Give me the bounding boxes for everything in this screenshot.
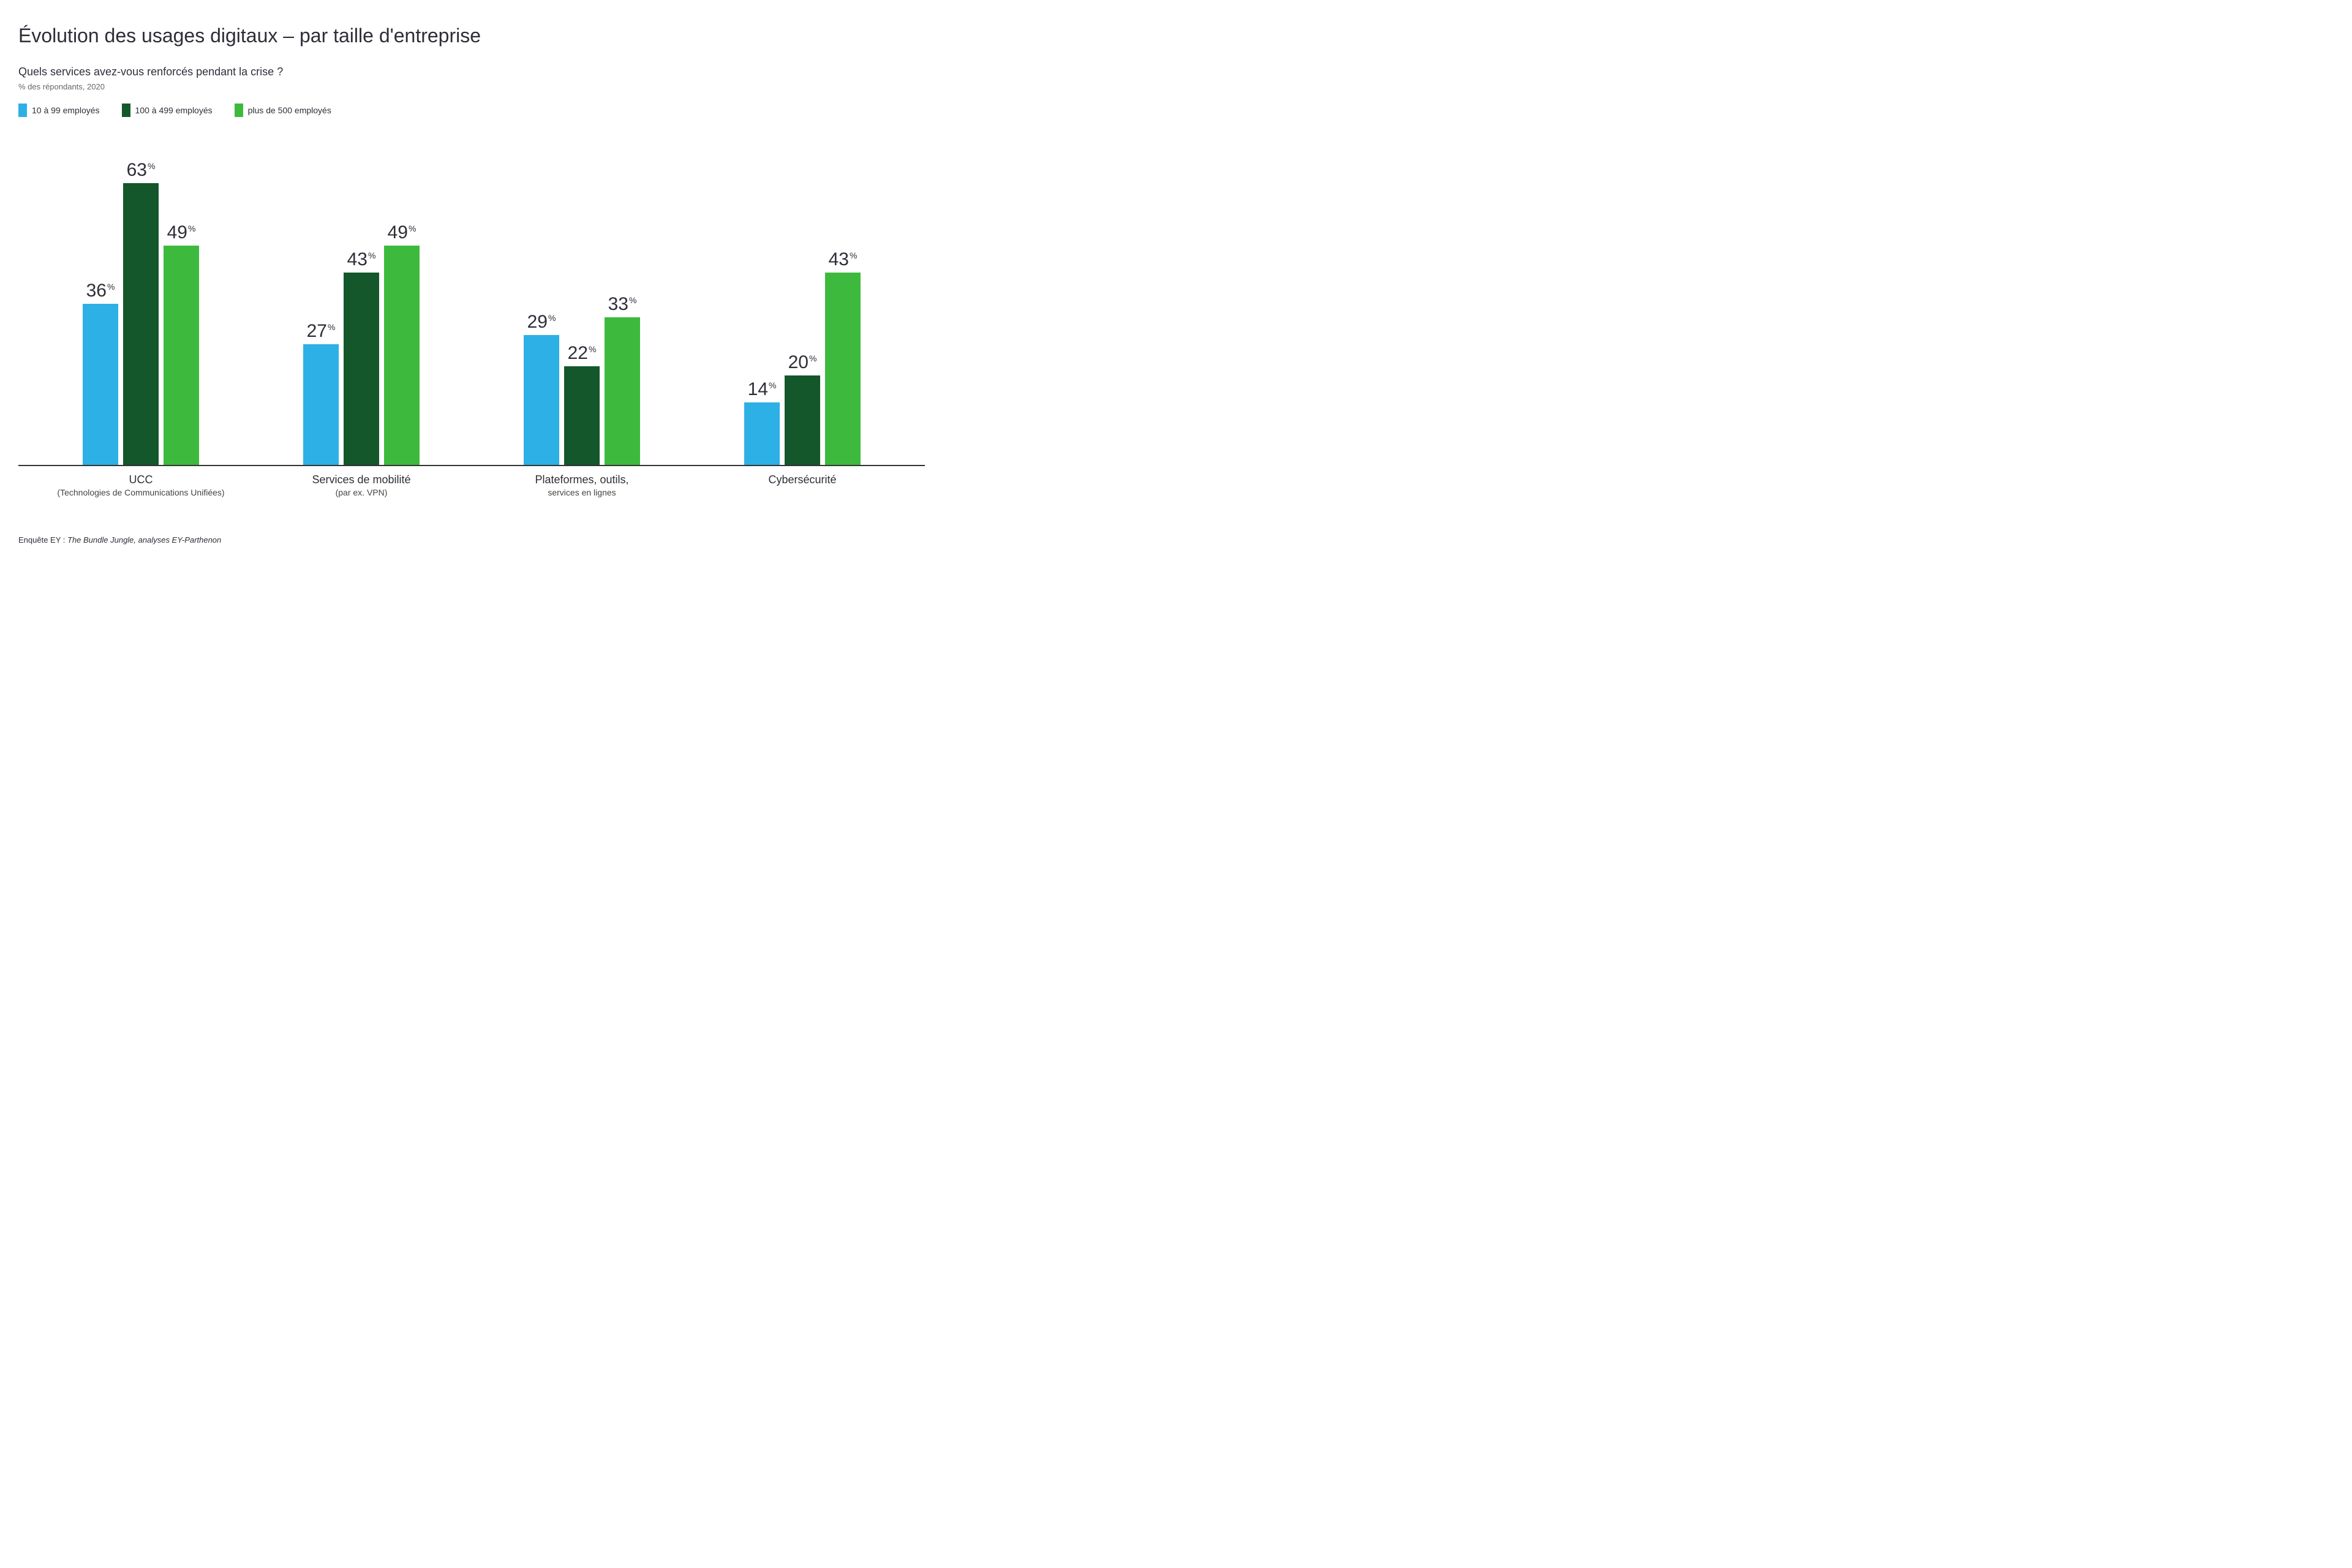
bar-column: 63% — [123, 161, 159, 465]
bar-group: 36% 63% 49% — [31, 161, 251, 465]
bar-value-label: 43% — [829, 251, 858, 269]
category-label-sub: (par ex. VPN) — [251, 487, 472, 499]
bar-column: 33% — [605, 295, 640, 465]
legend: 10 à 99 employés 100 à 499 employés plus d… — [18, 104, 2334, 117]
chart-subtitle: Quels services avez-vous renforcés penda… — [18, 66, 2334, 78]
category-label-sub: services en lignes — [472, 487, 692, 499]
bar-column: 27% — [303, 322, 339, 465]
bar-cluster: 27% 43% 49% — [303, 224, 420, 465]
source-italic: The Bundle Jungle, analyses EY-Parthenon — [67, 535, 221, 545]
category-label: Services de mobilité(par ex. VPN) — [251, 472, 472, 499]
bar-value-label: 63% — [127, 161, 156, 179]
bar-column: 29% — [524, 313, 559, 465]
bar — [605, 317, 640, 465]
bar-value-label: 36% — [86, 282, 115, 300]
legend-item: 100 à 499 employés — [122, 104, 213, 117]
legend-swatch — [122, 104, 130, 117]
bar-value-label: 43% — [347, 251, 376, 269]
bar — [164, 246, 199, 465]
legend-swatch — [18, 104, 27, 117]
bar-value-label: 22% — [568, 344, 597, 363]
bar-column: 36% — [83, 282, 118, 465]
bar-column: 43% — [825, 251, 861, 465]
bar-value-label: 14% — [748, 380, 777, 399]
bar — [524, 335, 559, 465]
bar-value-label: 49% — [388, 224, 417, 242]
bar-cluster: 14% 20% 43% — [744, 251, 861, 465]
chart-plot-area: 36% 63% 49% 27% 43% 49% 29% 22% 33% 14% 20% 43% — [18, 148, 925, 466]
bar — [785, 375, 820, 465]
category-label-main: Plateformes, outils, — [472, 472, 692, 487]
bar-column: 49% — [384, 224, 420, 465]
bar — [384, 246, 420, 465]
legend-label: 10 à 99 employés — [32, 105, 100, 115]
bar-value-label: 29% — [527, 313, 556, 331]
category-label: Cybersécurité — [692, 472, 913, 499]
bar-cluster: 29% 22% 33% — [524, 295, 640, 465]
bar — [744, 402, 780, 465]
bar-column: 43% — [344, 251, 379, 465]
category-label-main: Cybersécurité — [692, 472, 913, 487]
category-label: Plateformes, outils,services en lignes — [472, 472, 692, 499]
bar — [123, 183, 159, 465]
category-label-sub: (Technologies de Communications Unifiées… — [31, 487, 251, 499]
bar — [344, 273, 379, 465]
bar-value-label: 49% — [167, 224, 196, 242]
bar-group: 29% 22% 33% — [472, 295, 692, 465]
bar-column: 49% — [164, 224, 199, 465]
bar-column: 22% — [564, 344, 600, 465]
x-axis-labels: UCC(Technologies de Communications Unifi… — [18, 466, 925, 499]
chart: 36% 63% 49% 27% 43% 49% 29% 22% 33% 14% 20% 43% UCC… — [18, 148, 925, 499]
category-label-main: Services de mobilité — [251, 472, 472, 487]
bar-cluster: 36% 63% 49% — [83, 161, 199, 465]
legend-swatch — [235, 104, 243, 117]
chart-title: Évolution des usages digitaux – par tail… — [18, 24, 2334, 47]
legend-item: 10 à 99 employés — [18, 104, 100, 117]
legend-label: plus de 500 employés — [248, 105, 331, 115]
bar-value-label: 33% — [608, 295, 637, 314]
bar-group: 27% 43% 49% — [251, 224, 472, 465]
bar — [83, 304, 118, 465]
bar — [825, 273, 861, 465]
bar-value-label: 27% — [307, 322, 336, 341]
category-label-main: UCC — [31, 472, 251, 487]
bar-group: 14% 20% 43% — [692, 251, 913, 465]
bar — [564, 366, 600, 465]
respondents-note: % des répondants, 2020 — [18, 82, 2334, 91]
legend-label: 100 à 499 employés — [135, 105, 213, 115]
bar — [303, 344, 339, 465]
source-prefix: Enquête EY : — [18, 535, 67, 545]
bar-value-label: 20% — [788, 353, 817, 372]
category-label: UCC(Technologies de Communications Unifi… — [31, 472, 251, 499]
source-note: Enquête EY : The Bundle Jungle, analyses… — [18, 535, 2334, 545]
legend-item: plus de 500 employés — [235, 104, 331, 117]
bar-column: 20% — [785, 353, 820, 465]
bar-column: 14% — [744, 380, 780, 465]
